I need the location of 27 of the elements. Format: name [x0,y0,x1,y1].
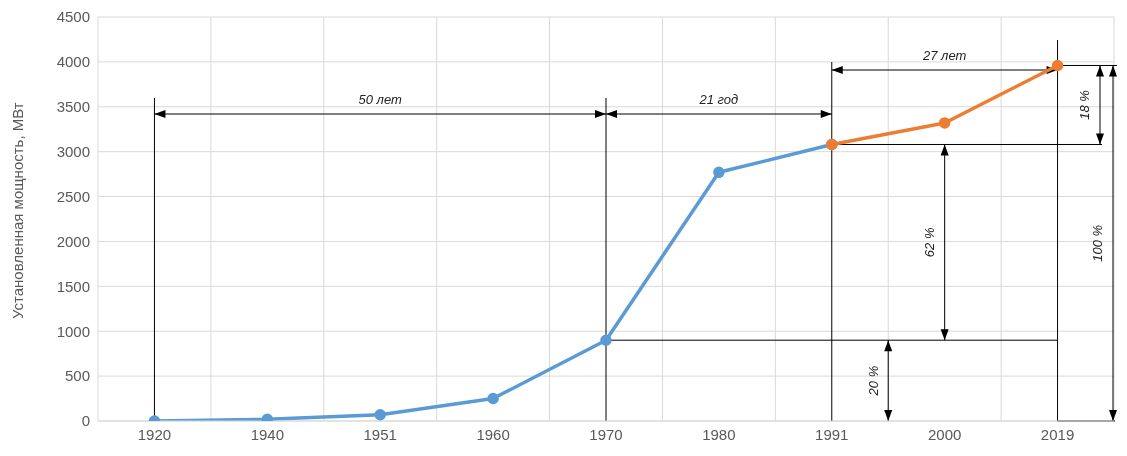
annotation: 18 % [1077,90,1093,120]
annotation: 27 лет [922,48,967,63]
y-tick-label: 1500 [56,277,90,295]
x-tick-label: 1991 [815,425,849,443]
x-tick-label: 2000 [927,425,962,443]
annotation: 20 % [865,365,881,397]
y-tick-label: 3000 [56,142,90,160]
y-tick-label: 500 [64,367,90,385]
x-tick-label: 1951 [363,425,397,443]
x-tick-label: 1920 [137,425,172,443]
x-tick-label: 1940 [250,425,285,443]
x-tick-label: 1960 [476,425,510,443]
annotation: 21 год [698,92,739,107]
annotation: 50 лет [358,92,403,107]
x-tick-label: 2019 [1040,425,1075,443]
y-tick-label: 1000 [56,322,90,340]
y-tick-label: 4500 [56,8,90,26]
y-tick-label: 0 [81,412,90,430]
x-tick-label: 1980 [702,425,736,443]
annotation: 100 % [1090,224,1106,262]
y-tick-label: 2500 [56,187,90,205]
y-tick-label: 4000 [56,53,90,71]
y-axis-title: Установленная мощность, МВт [9,102,27,319]
x-tick-label: 1970 [589,425,623,443]
annotation: 62 % [922,227,938,258]
y-tick-label: 3500 [56,98,90,116]
y-tick-label: 2000 [56,232,90,250]
